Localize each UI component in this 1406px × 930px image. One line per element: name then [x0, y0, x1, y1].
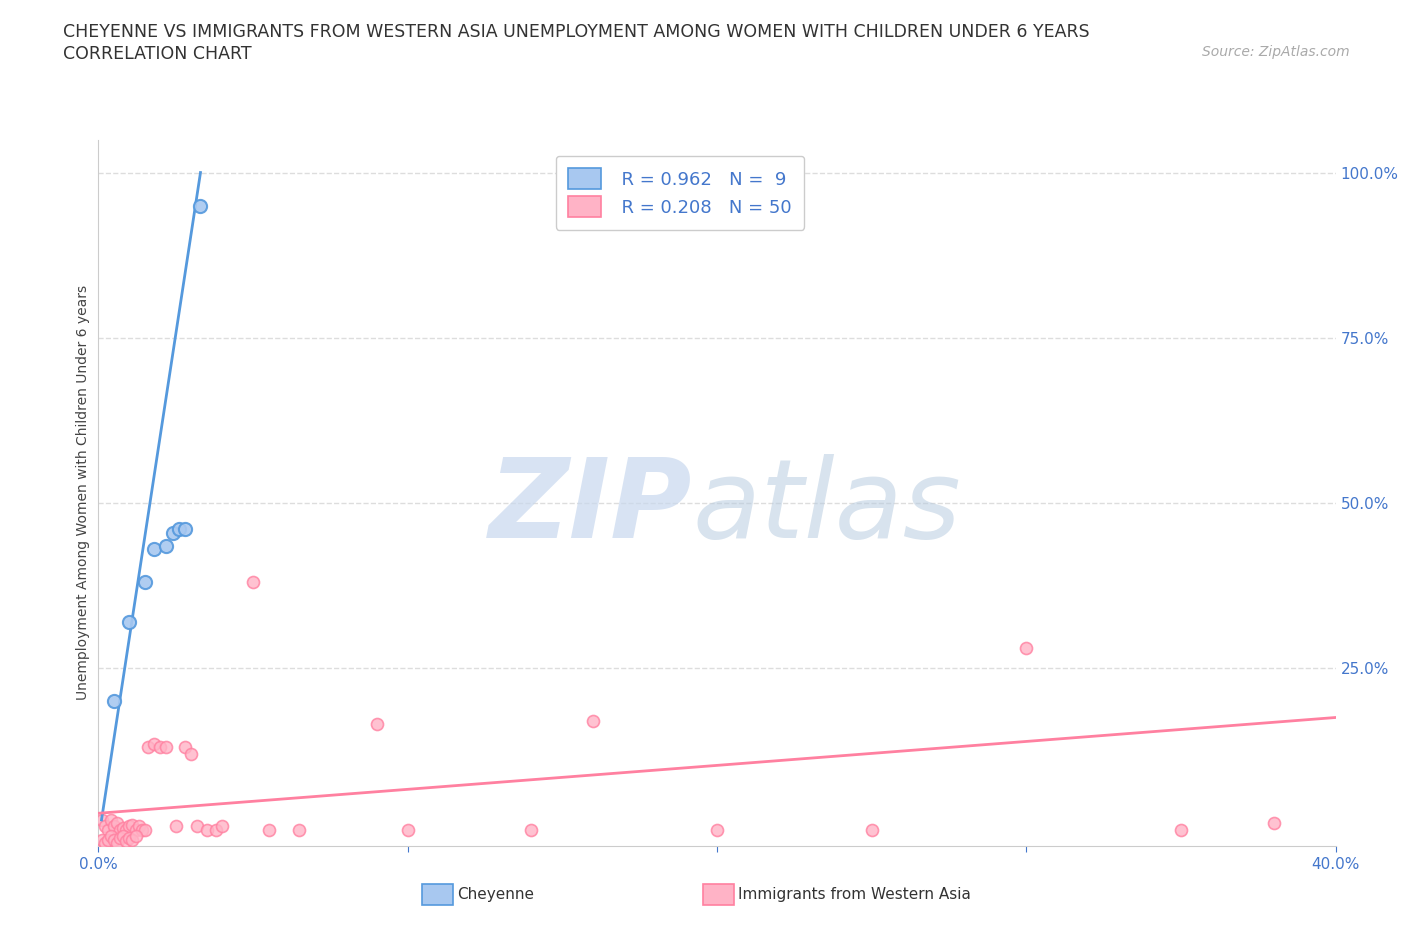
Point: [174, 522, 197, 537]
Point: [582, 713, 605, 728]
Point: [288, 822, 311, 837]
Point: [93, 835, 115, 850]
Point: [134, 575, 156, 590]
Point: [190, 198, 212, 213]
Point: [118, 819, 141, 834]
Point: [124, 822, 146, 837]
Point: [115, 833, 138, 848]
Point: [128, 819, 150, 834]
Point: [112, 829, 135, 844]
Point: [115, 822, 138, 837]
Text: atlas: atlas: [692, 454, 960, 561]
Point: [97, 822, 120, 837]
Point: [242, 575, 264, 590]
Point: [211, 819, 233, 834]
Point: [1170, 822, 1192, 837]
Point: [143, 541, 166, 556]
Point: [103, 819, 125, 834]
Point: [167, 522, 190, 537]
Point: [155, 739, 177, 754]
Point: [180, 747, 202, 762]
Point: [396, 822, 419, 837]
Y-axis label: Unemployment Among Women with Children Under 6 years: Unemployment Among Women with Children U…: [76, 286, 90, 700]
Point: [90, 832, 112, 847]
Point: [134, 822, 156, 837]
Point: [108, 830, 131, 845]
Point: [118, 830, 141, 845]
Point: [149, 739, 172, 754]
Text: CORRELATION CHART: CORRELATION CHART: [63, 45, 252, 62]
Point: [174, 739, 197, 754]
Point: [103, 694, 125, 709]
Point: [257, 822, 280, 837]
Point: [93, 819, 115, 834]
Text: CHEYENNE VS IMMIGRANTS FROM WESTERN ASIA UNEMPLOYMENT AMONG WOMEN WITH CHILDREN : CHEYENNE VS IMMIGRANTS FROM WESTERN ASIA…: [63, 23, 1090, 41]
Point: [1263, 816, 1285, 830]
Point: [121, 817, 143, 832]
Point: [195, 822, 218, 837]
Point: [100, 829, 122, 844]
Point: [1015, 641, 1038, 656]
Point: [136, 739, 159, 754]
Point: [165, 819, 187, 834]
Text: Source: ZipAtlas.com: Source: ZipAtlas.com: [1202, 45, 1350, 59]
Point: [520, 822, 543, 837]
Point: [186, 819, 208, 834]
Point: [155, 538, 177, 553]
Text: Immigrants from Western Asia: Immigrants from Western Asia: [738, 887, 972, 902]
Text: ZIP: ZIP: [489, 454, 692, 561]
Point: [121, 832, 143, 847]
Point: [706, 822, 728, 837]
Point: [90, 813, 112, 828]
Point: [124, 829, 146, 844]
Point: [118, 615, 141, 630]
Point: [162, 525, 184, 540]
Point: [105, 835, 128, 850]
Point: [205, 822, 228, 837]
Point: [97, 832, 120, 847]
Point: [100, 813, 122, 828]
Point: [131, 822, 153, 837]
Point: [108, 822, 131, 837]
Point: [112, 820, 135, 835]
Point: [103, 832, 125, 847]
Text: Cheyenne: Cheyenne: [457, 887, 534, 902]
Legend:   R = 0.962   N =  9,   R = 0.208   N = 50: R = 0.962 N = 9, R = 0.208 N = 50: [555, 155, 804, 230]
Point: [105, 816, 128, 830]
Point: [143, 737, 166, 751]
Point: [860, 822, 883, 837]
Point: [366, 717, 388, 732]
